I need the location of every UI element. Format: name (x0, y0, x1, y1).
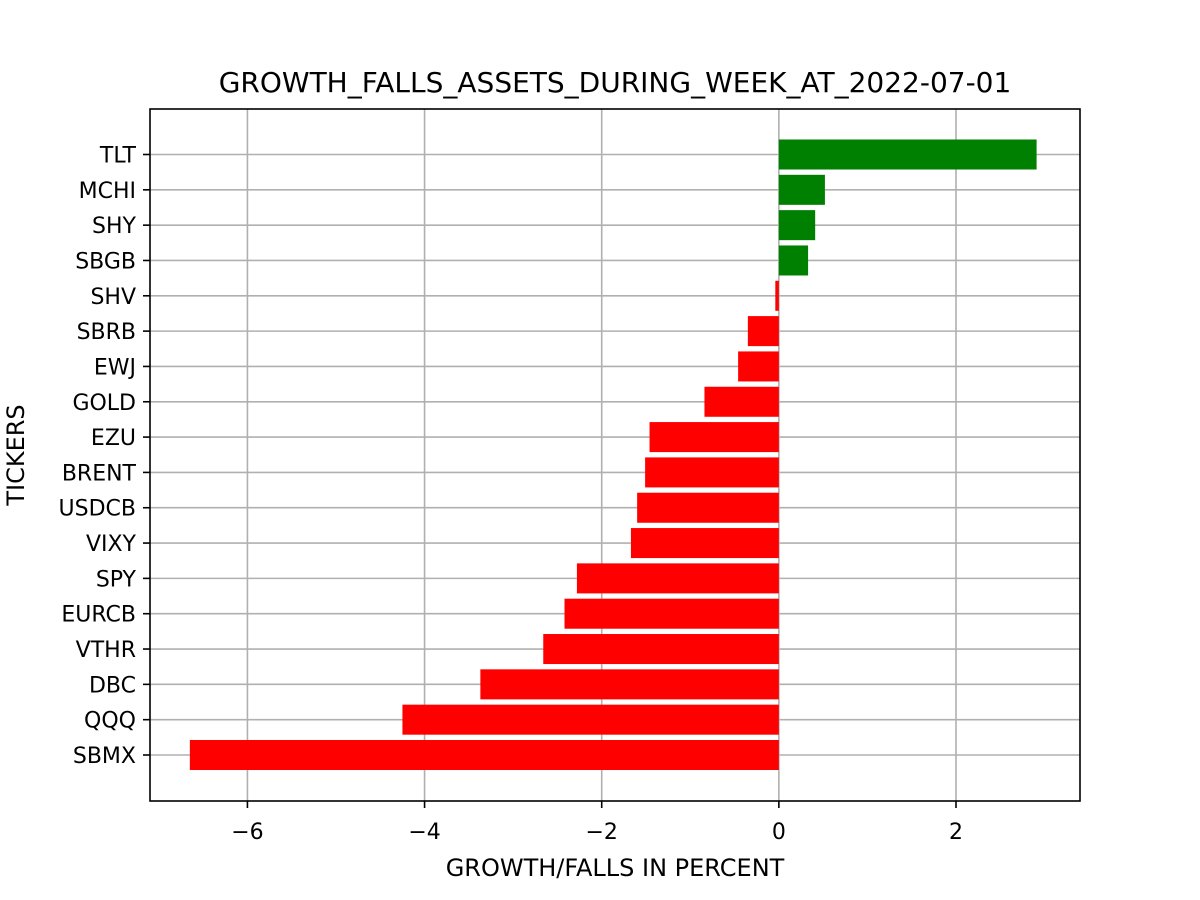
y-tick-label: SHY (92, 214, 137, 239)
x-axis-label: GROWTH/FALLS IN PERCENT (446, 854, 785, 882)
y-tick-label: EWJ (94, 355, 136, 380)
bar-ewj (738, 351, 779, 382)
bar-gold (704, 386, 779, 417)
x-tick-label: −4 (408, 820, 440, 845)
y-axis-ticks: TLT MCHI SHY SBGB SHV SBRB EWJ GOLD EZU BRENT USDC… (59, 144, 150, 769)
bar-usdcb (637, 492, 779, 523)
bar-sbmx (189, 739, 779, 771)
chart-title: GROWTH_FALLS_ASSETS_DURING_WEEK_AT_2022-… (219, 66, 1012, 99)
y-tick-label: EZU (91, 426, 136, 451)
y-tick-label: BRENT (62, 461, 137, 486)
bar-tlt (778, 139, 1037, 170)
bar-ezu (649, 422, 779, 453)
y-tick-label: DBC (89, 673, 136, 698)
y-tick-label: SBRB (77, 320, 136, 345)
y-tick-label: SHV (90, 285, 136, 310)
x-axis-ticks: −6 −4 −2 0 2 (231, 801, 963, 845)
y-tick-label: VTHR (76, 638, 136, 663)
y-tick-label: MCHI (79, 179, 136, 204)
x-tick-label: −6 (231, 820, 263, 845)
y-tick-label: USDCB (59, 497, 136, 522)
y-tick-label: GOLD (72, 391, 136, 416)
y-tick-label: SBGB (75, 249, 136, 274)
bars (189, 139, 1037, 771)
bar-vthr (543, 634, 779, 665)
x-tick-label: −2 (585, 820, 617, 845)
bar-shv (775, 280, 779, 311)
bar-eurcb (564, 598, 779, 629)
y-tick-label: VIXY (86, 532, 137, 557)
x-tick-label: 2 (949, 820, 963, 845)
y-tick-label: QQQ (84, 709, 136, 734)
y-tick-label: SPY (96, 567, 137, 592)
x-tick-label: 0 (772, 820, 786, 845)
bar-sbgb (778, 245, 809, 276)
bar-sbrb (747, 316, 779, 347)
y-tick-label: EURCB (61, 603, 136, 628)
bar-spy (576, 563, 779, 594)
y-axis-label: TICKERS (2, 404, 30, 506)
y-tick-label: SBMX (73, 744, 136, 769)
bar-brent (645, 457, 779, 488)
bar-dbc (480, 669, 779, 700)
plot-frame (149, 108, 1081, 802)
y-tick-label: TLT (99, 144, 137, 169)
bar-shy (778, 210, 816, 241)
bar-vixy (630, 528, 779, 559)
bar-qqq (402, 704, 779, 735)
bar-mchi (778, 174, 825, 205)
